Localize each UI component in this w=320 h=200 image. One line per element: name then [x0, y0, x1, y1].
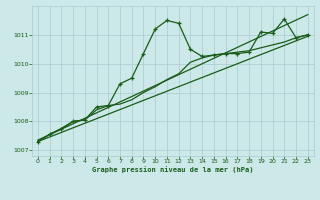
X-axis label: Graphe pression niveau de la mer (hPa): Graphe pression niveau de la mer (hPa): [92, 166, 253, 173]
